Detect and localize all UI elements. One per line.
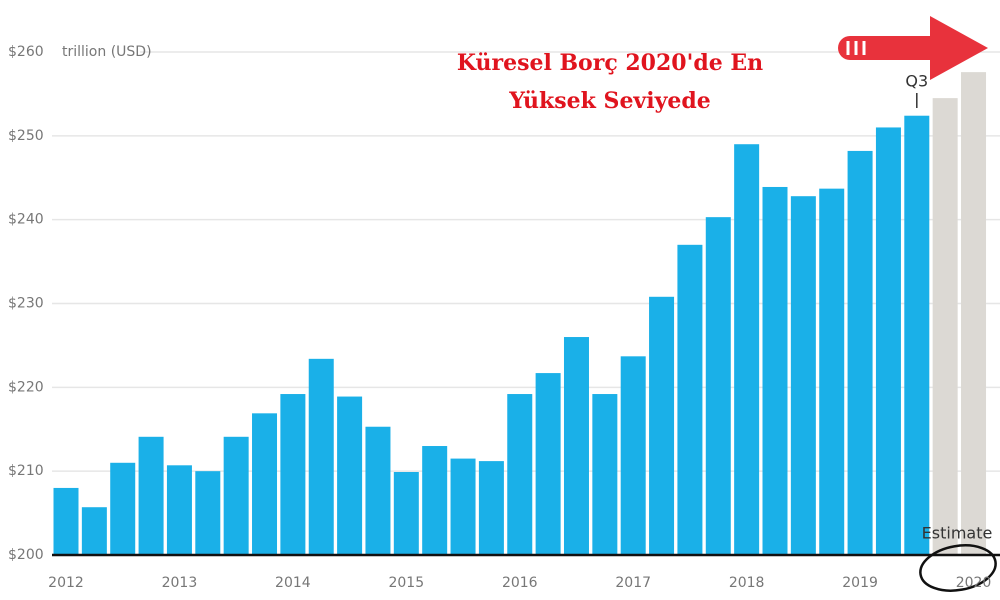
bar bbox=[592, 394, 618, 555]
annotation: Q3 bbox=[905, 72, 928, 91]
bar bbox=[450, 458, 476, 555]
y-tick-label: $230 bbox=[8, 296, 44, 312]
bar bbox=[337, 396, 363, 555]
annotation: Estimate bbox=[922, 524, 993, 543]
bar bbox=[649, 296, 675, 555]
x-tick-label: 2018 bbox=[729, 575, 765, 591]
bar bbox=[81, 507, 107, 555]
bar bbox=[507, 394, 533, 555]
bar bbox=[393, 472, 419, 555]
y-tick-label: $220 bbox=[8, 379, 44, 395]
x-tick-label: 2013 bbox=[162, 575, 198, 591]
title-box: Küresel Borç 2020'de En Yüksek Seviyede bbox=[456, 50, 764, 114]
chart-title: Küresel Borç 2020'de En Yüksek Seviyede bbox=[456, 50, 764, 114]
x-tick-label: 2016 bbox=[502, 575, 538, 591]
bar bbox=[478, 461, 504, 555]
bar bbox=[819, 188, 845, 556]
x-tick-label: 2012 bbox=[48, 575, 84, 591]
y-tick-label: $260 bbox=[8, 44, 44, 60]
bar bbox=[535, 373, 561, 555]
y-tick-label: $250 bbox=[8, 128, 44, 144]
y-tick-label: $240 bbox=[8, 212, 44, 228]
bar bbox=[422, 446, 448, 555]
bar bbox=[620, 356, 646, 555]
bar bbox=[677, 244, 703, 556]
bar bbox=[734, 144, 760, 555]
x-tick-label: 2020 bbox=[956, 575, 992, 591]
arrow-head bbox=[930, 16, 988, 80]
bar bbox=[932, 98, 958, 555]
bar bbox=[563, 337, 589, 555]
bar bbox=[904, 115, 930, 556]
bar bbox=[705, 217, 731, 555]
highlight-ellipse bbox=[919, 544, 997, 592]
bar bbox=[110, 462, 136, 555]
bar bbox=[223, 436, 249, 555]
bar bbox=[847, 150, 873, 555]
bar bbox=[195, 471, 221, 555]
bar bbox=[875, 127, 901, 555]
x-tick-label: 2017 bbox=[615, 575, 651, 591]
bar bbox=[280, 394, 306, 555]
bar bbox=[961, 72, 987, 556]
bar bbox=[53, 487, 79, 555]
bar bbox=[790, 196, 816, 555]
bar bbox=[138, 436, 164, 555]
y-axis-label: trillion (USD) bbox=[62, 44, 152, 60]
bar bbox=[252, 413, 278, 555]
bar bbox=[166, 465, 192, 555]
bar bbox=[762, 186, 788, 555]
bars bbox=[53, 72, 987, 556]
bar bbox=[365, 426, 391, 555]
bar bbox=[308, 358, 334, 555]
x-tick-label: 2015 bbox=[388, 575, 424, 591]
x-tick-label: 2019 bbox=[842, 575, 878, 591]
arrow bbox=[838, 16, 988, 80]
x-tick-label: 2014 bbox=[275, 575, 311, 591]
y-tick-label: $200 bbox=[8, 547, 44, 563]
y-tick-label: $210 bbox=[8, 463, 44, 479]
